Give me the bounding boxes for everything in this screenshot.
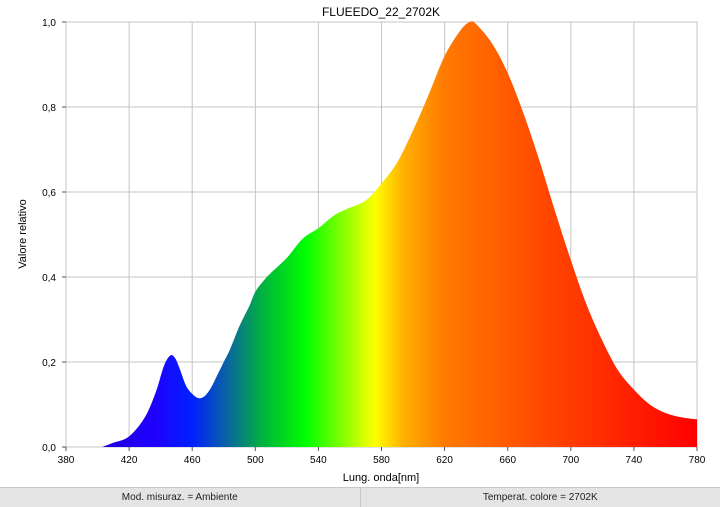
spectrum-area [102,21,697,447]
spectrum-chart: 380 420 460 500 540 580 620 660 700 740 780 0,0 0,2 0… [17,5,706,484]
x-tick-label: 780 [689,455,706,466]
x-tick-label: 380 [58,455,75,466]
y-tick-label: 1,0 [42,18,56,29]
x-tick-label: 460 [184,455,201,466]
measurement-mode-field: Mod. misuraz. = Ambiente [121,492,238,503]
color-temperature-field: Temperat. colore = 2702K [359,488,720,507]
y-tick-label: 0,4 [42,273,56,284]
x-tick-label: 620 [436,455,453,466]
x-tick-label: 540 [310,455,327,466]
x-tick-label: 420 [121,455,138,466]
x-tick-label: 500 [247,455,264,466]
x-tick-label: 660 [499,455,516,466]
chart-title: FLUEEDO_22_2702K [322,5,440,19]
y-tick-label: 0,8 [42,103,56,114]
x-axis-label: Lung. onda[nm] [343,472,419,484]
x-tick-label: 700 [562,455,579,466]
x-tick-label: 580 [373,455,390,466]
status-bar: Mod. misuraz. = Ambiente Temperat. color… [0,487,720,507]
x-tick-label: 740 [626,455,643,466]
y-tick-label: 0,6 [42,188,56,199]
y-tick-label: 0,0 [42,443,56,454]
y-tick-label: 0,2 [42,358,56,369]
y-axis-label: Valore relativo [17,199,29,269]
axis-ticks: 380 420 460 500 540 580 620 660 700 740 780 0,0 0,2 0… [42,18,706,466]
